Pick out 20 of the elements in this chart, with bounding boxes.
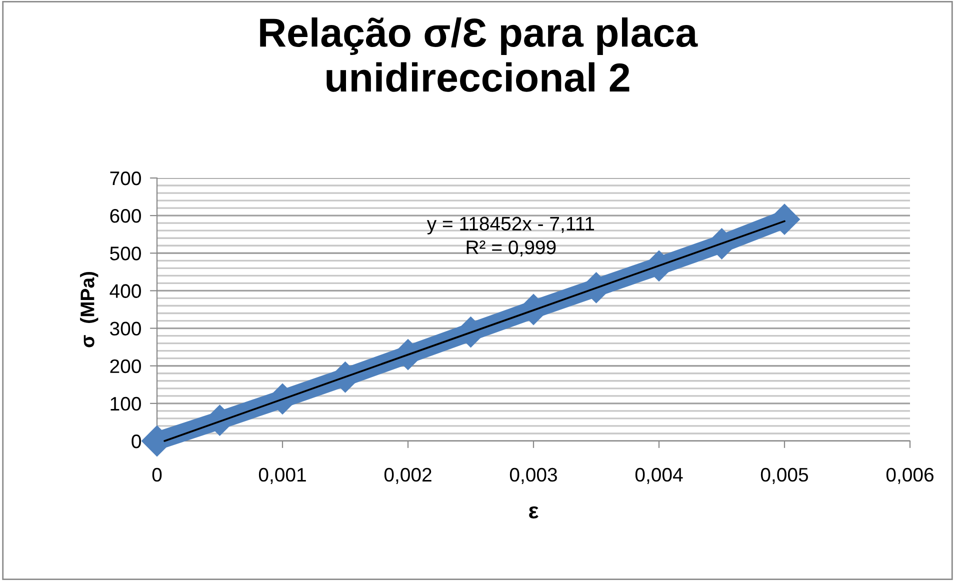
x-tick-label: 0 [152, 468, 162, 482]
x-tick-label: 0,005 [760, 468, 808, 484]
x-axis-title: ε [529, 506, 538, 519]
y-tick-label: 600 [110, 209, 141, 223]
chart-title: Relação σ/Ɛ para placa unidireccional 2 [260, 17, 698, 92]
x-tick-label: 0,003 [510, 468, 557, 484]
annotation: R² = 0,999 [466, 240, 556, 257]
y-tick-label: 0 [132, 434, 141, 448]
annotation: y = 118452x - 7,111 [426, 216, 594, 234]
y-tick-label: 400 [110, 284, 141, 298]
x-tick-label: 0,001 [258, 468, 306, 484]
x-tick-label: 0,004 [635, 468, 683, 484]
y-tick-label: 300 [110, 322, 141, 336]
x-tick-label: 0,002 [384, 468, 432, 484]
y-tick-label: 200 [110, 359, 141, 374]
y-axis-title: σ (MPa) [80, 272, 98, 348]
x-tick-label: 0,006 [886, 468, 934, 484]
y-tick-label: 500 [110, 246, 141, 260]
y-tick-label: 100 [110, 396, 141, 411]
y-tick-label: 700 [110, 171, 141, 186]
